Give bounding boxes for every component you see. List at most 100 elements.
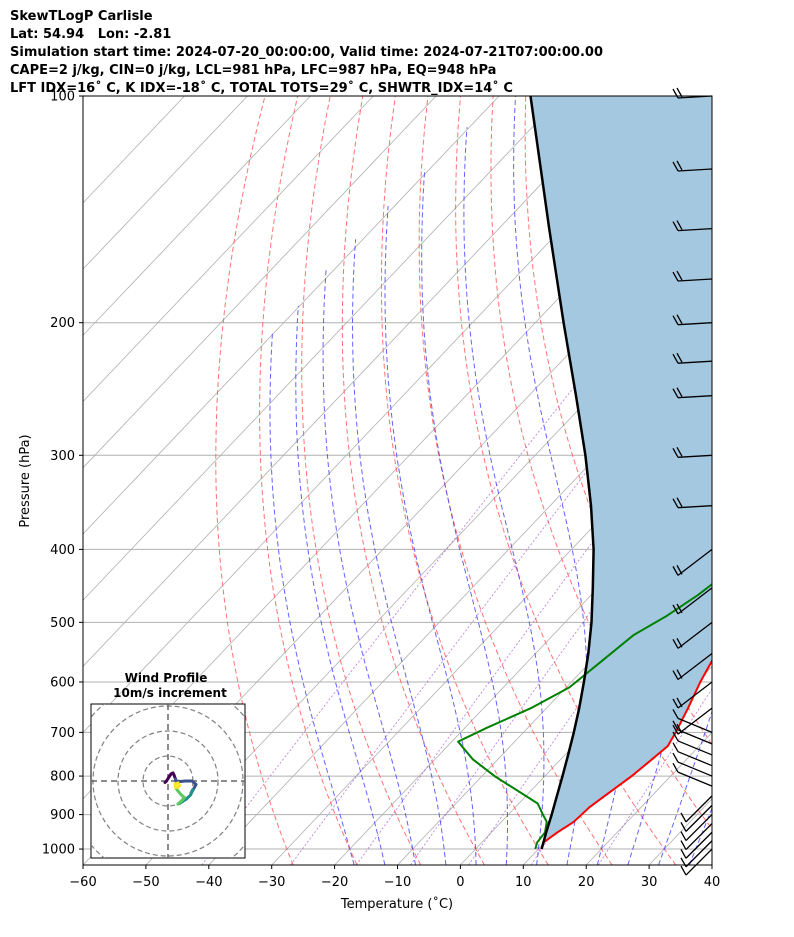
barb-flag [676,565,683,575]
barb-flag [676,160,683,171]
barb-staff [677,168,713,172]
temperature-line [540,658,712,850]
wind-barb [672,220,713,232]
barb-staff [685,848,713,876]
barb-flag [672,447,679,458]
mixing-ratio-line [410,444,712,865]
barb-flag [672,566,679,576]
station-title: SkewTLogP Carlisle [10,9,153,24]
wind-barb [672,762,713,787]
cape-line: CAPE=2 j/kg, CIN=0 j/kg, LCL=981 hPa, LF… [10,63,497,78]
hodograph-subtitle: 10m/s increment [113,686,227,700]
barb-staff [677,360,713,364]
x-tick-label: −30 [258,875,285,890]
wind-barb [672,709,713,733]
barb-staff [685,831,713,859]
index-line: LFT IDX=16˚ C, K IDX=-18˚ C, TOTAL TOTS=… [10,81,513,96]
dry-adiabat [455,96,677,865]
wind-barb [672,314,713,326]
barb-flag [680,840,687,850]
barb-flag [672,353,679,364]
barb-staff [677,505,713,509]
x-tick-label: 30 [641,875,658,890]
cape-area [530,96,712,849]
barb-staff [677,322,713,326]
barb-staff [685,814,713,842]
barb-flag [672,752,679,763]
moist-adiabat [720,96,794,865]
barb-flag [676,669,683,679]
barb-flag [676,497,683,508]
x-tick-label: 0 [456,875,464,890]
dry-adiabat [754,96,794,865]
x-tick-label: 20 [578,875,595,890]
barb-flag [672,731,679,742]
y-tick-label: 100 [50,90,75,105]
barb-flag [672,221,679,231]
isotherm [711,864,712,865]
barb-flag [676,270,683,281]
barb-flag [676,387,683,397]
time-line: Simulation start time: 2024-07-20_00:00:… [10,45,603,60]
isotherm [83,96,374,403]
x-tick-label: −40 [195,875,222,890]
mixing-ratio-line [290,307,712,865]
wind-barb [672,742,713,767]
y-tick-label: 1000 [42,843,75,858]
profile-lines [457,96,712,850]
isotherm [208,334,712,865]
x-tick-label: −60 [69,875,96,890]
barb-flag [672,498,679,509]
barb-flag [672,388,679,398]
dry-adiabat [215,96,294,865]
isotherm [83,96,248,270]
barb-flag [672,724,679,735]
y-axis-label: Pressure (hPa) [18,434,33,527]
barb-flag [676,446,683,457]
cape-shading [530,96,712,849]
y-tick-label: 400 [50,543,75,558]
barb-flag [672,670,679,680]
barb-staff [677,587,713,615]
moist-adiabat [384,205,477,865]
dry-adiabat [786,96,794,865]
isotherm [83,96,437,469]
barb-flag [676,723,683,734]
wind-barb [672,731,713,756]
barb-staff [685,840,713,868]
isotherm [775,96,794,865]
isotherm [83,96,563,601]
barb-flag [672,604,679,615]
barb-staff [677,621,713,649]
barb-staff [685,804,713,832]
barb-flag [680,822,687,832]
dry-adiabat [418,96,613,865]
y-tick-label: 900 [50,808,75,823]
isotherm [145,268,712,865]
barb-staff [677,761,713,777]
y-tick-label: 500 [50,616,75,631]
axis-ticks: −60 −50 −40 −30 −20 −10 0 10 20 30 40 1000 900 800 700… [42,90,720,891]
x-axis-label: Temperature (˚C) [340,896,453,912]
barb-staff [677,548,713,576]
wind-barb [672,707,713,735]
barb-flag [672,639,679,649]
barb-flag [672,709,679,719]
barb-flag [676,314,683,325]
wind-barb [672,752,713,777]
dry-adiabat [721,96,794,865]
barb-flag [676,697,683,708]
barb-staff [677,729,713,745]
barb-flag [672,762,679,773]
barb-staff [677,740,713,756]
wind-barbs [672,87,713,876]
barb-flag [676,352,683,363]
wind-barb [672,621,713,649]
moist-adiabat [421,168,508,865]
location-line: Lat: 54.94 Lon: -2.81 [10,27,172,42]
isotherm [83,96,626,667]
barb-staff [677,653,713,681]
barb-flag [672,698,679,709]
barb-flag [672,720,679,731]
barb-flag [680,812,687,823]
